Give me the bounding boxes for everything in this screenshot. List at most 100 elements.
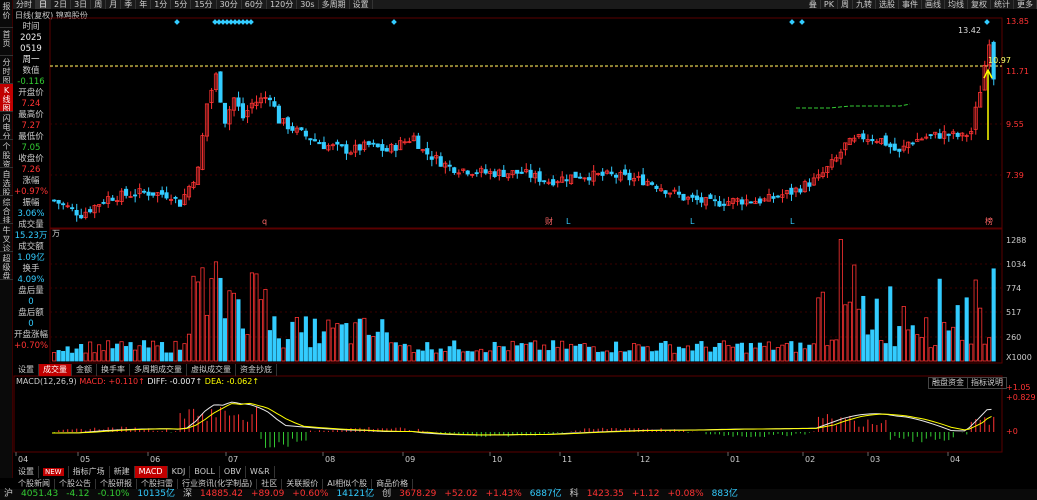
indicator-tab[interactable]: KDJ xyxy=(168,466,191,478)
candle-body xyxy=(443,162,448,168)
margin-fund-button[interactable]: 融盘资金 xyxy=(928,377,968,389)
sidebar-item[interactable]: 个股资料 xyxy=(0,140,13,168)
toolbar-tool[interactable]: 叠 xyxy=(806,0,821,9)
candle-body xyxy=(150,192,156,196)
volume-tab[interactable]: 虚拟成交量 xyxy=(187,364,236,376)
ticker-item: 1423.35 xyxy=(586,489,624,499)
toolbar-tool[interactable]: 选股 xyxy=(876,0,899,9)
period-tab[interactable]: 15分 xyxy=(191,0,217,9)
sidebar-item[interactable]: 综合排名 xyxy=(0,196,13,224)
volume-bar xyxy=(694,343,700,362)
period-tab[interactable]: 30s xyxy=(297,0,319,9)
volume-bar xyxy=(614,341,619,362)
volume-bar xyxy=(735,343,740,362)
indicator-tab[interactable]: 指标广场 xyxy=(69,466,110,478)
bottom-link[interactable]: 行业资讯(化学制品) xyxy=(178,479,258,489)
sidebar-item[interactable]: 超级盘口 xyxy=(0,252,13,280)
volume-bar xyxy=(133,349,138,362)
period-tab[interactable]: 30分 xyxy=(217,0,242,9)
bottom-link[interactable]: 个股研报 xyxy=(96,479,137,489)
bottom-link[interactable]: AI相似个股 xyxy=(323,479,373,489)
volume-tab[interactable]: 资金抄底 xyxy=(236,364,277,376)
volume-bar xyxy=(681,348,686,362)
date-tick: 03 xyxy=(870,455,880,464)
toolbar-tool[interactable]: 周 xyxy=(838,0,853,9)
sidebar-item[interactable]: 闪电分时 xyxy=(0,112,13,140)
volume-tab[interactable]: 设置 xyxy=(14,364,39,376)
bottom-link[interactable]: 商品价格 xyxy=(372,479,414,489)
period-tab[interactable]: 120分 xyxy=(267,0,298,9)
period-tab[interactable]: 多周期 xyxy=(319,0,350,9)
candle-body xyxy=(191,182,196,188)
sidebar-item[interactable]: 首页 xyxy=(0,28,13,56)
indicator-tab[interactable]: 新建 xyxy=(110,466,135,478)
dea-value: DEA: -0.062↑ xyxy=(204,377,260,386)
candle-body xyxy=(155,192,160,196)
toolbar-tool[interactable]: PK xyxy=(821,0,838,9)
bottom-link[interactable]: 个股扫雷 xyxy=(137,479,178,489)
volume-bar xyxy=(987,337,992,362)
sidebar-item[interactable]: 自选股 xyxy=(0,168,13,196)
period-tab[interactable]: 1分 xyxy=(151,0,172,9)
indicator-tab[interactable]: OBV xyxy=(220,466,246,478)
indicator-tab[interactable]: MACD xyxy=(134,466,168,478)
volume-tab[interactable]: 多周期成交量 xyxy=(130,364,187,376)
indicator-tab[interactable]: W&R xyxy=(246,466,275,478)
candle-body xyxy=(348,152,353,155)
toolbar-tool[interactable]: 复权 xyxy=(968,0,991,9)
candle-body xyxy=(694,195,700,201)
volume-bar xyxy=(960,339,965,362)
sidebar-item[interactable]: 分时图 xyxy=(0,56,13,84)
bottom-link[interactable]: 个股新闻 xyxy=(14,479,55,489)
period-tab[interactable]: 季 xyxy=(121,0,137,9)
volume-bar xyxy=(901,306,906,362)
volume-tab[interactable]: 成交量 xyxy=(39,364,72,376)
toolbar-tool[interactable]: 统计 xyxy=(991,0,1014,9)
period-tab[interactable]: 设置 xyxy=(350,0,373,9)
bottom-link[interactable]: 关联报价 xyxy=(282,479,324,489)
left-sidebar: 报价首页分时图K线图闪电分时个股资料自选股综合排名牛叉诊股超级盘口 xyxy=(0,0,13,478)
period-tab[interactable]: 5分 xyxy=(171,0,192,9)
candle-body xyxy=(735,198,740,202)
period-tab[interactable]: 日 xyxy=(36,0,51,9)
candle-body xyxy=(618,172,623,181)
indicator-help-button[interactable]: 指标说明 xyxy=(967,377,1007,389)
volume-bar xyxy=(245,334,250,362)
volume-bar xyxy=(771,349,776,362)
volume-tab[interactable]: 换手率 xyxy=(97,364,130,376)
toolbar-tool[interactable]: 事件 xyxy=(899,0,922,9)
sidebar-item[interactable]: 牛叉诊股 xyxy=(0,224,13,252)
volume-bar xyxy=(798,342,803,362)
bottom-link[interactable]: 社区 xyxy=(257,479,283,489)
volume-bar xyxy=(402,343,407,362)
volume-bar xyxy=(888,286,893,362)
period-tab[interactable]: 年 xyxy=(136,0,152,9)
date-tick: 11 xyxy=(562,455,572,464)
volume-tab[interactable]: 金额 xyxy=(72,364,97,376)
toolbar-tool[interactable]: 画线 xyxy=(922,0,945,9)
macd-tick: +0 xyxy=(1006,427,1018,436)
indicator-tab[interactable]: BOLL xyxy=(190,466,220,478)
volume-bar xyxy=(730,346,735,362)
period-tab[interactable]: 2日 xyxy=(51,0,72,9)
volume-bar xyxy=(780,344,785,362)
volume-bar xyxy=(627,350,632,362)
volume-bar xyxy=(897,326,902,362)
toolbar-tool[interactable]: 九转 xyxy=(853,0,876,9)
volume-bar xyxy=(119,341,124,362)
period-tab[interactable]: 周 xyxy=(91,0,107,9)
sidebar-item[interactable]: K线图 xyxy=(0,84,13,112)
period-tab[interactable]: 月 xyxy=(106,0,122,9)
bottom-link[interactable]: 个股公告 xyxy=(55,479,96,489)
toolbar-tool[interactable]: 均线 xyxy=(945,0,968,9)
stock-name: 日线(复权) 锦鸡股份 xyxy=(15,11,88,20)
indicator-tab[interactable]: 设置 xyxy=(14,466,39,478)
period-tab[interactable]: 3日 xyxy=(71,0,92,9)
volume-bar xyxy=(88,341,93,362)
period-tab[interactable]: 分时 xyxy=(13,0,36,9)
volume-bar xyxy=(128,342,133,362)
candle-body xyxy=(182,194,187,205)
sidebar-item[interactable]: 报价 xyxy=(0,0,13,28)
period-tab[interactable]: 60分 xyxy=(242,0,267,9)
